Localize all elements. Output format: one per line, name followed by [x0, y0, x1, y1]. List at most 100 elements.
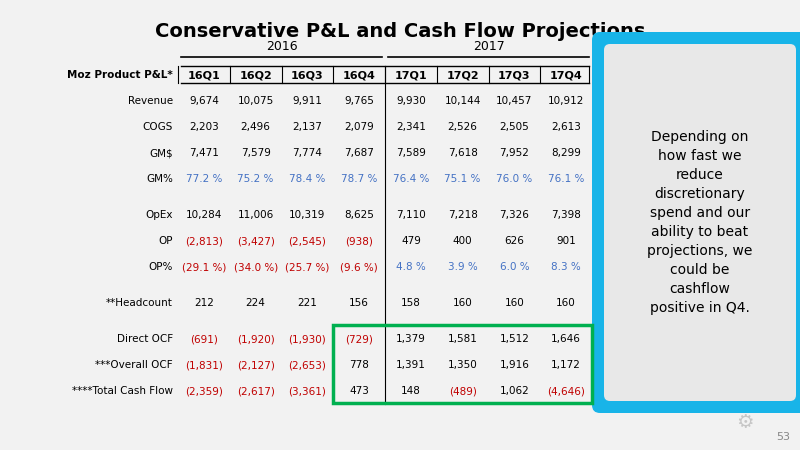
Text: 7,589: 7,589	[396, 148, 426, 158]
Text: OP%: OP%	[149, 262, 173, 272]
Text: (25.7 %): (25.7 %)	[285, 262, 330, 272]
Text: 158: 158	[401, 298, 421, 308]
Text: 2,203: 2,203	[189, 122, 218, 132]
Text: 626: 626	[505, 236, 524, 246]
Text: (2,359): (2,359)	[185, 386, 223, 396]
Text: 17Q2: 17Q2	[446, 70, 479, 80]
Text: 160: 160	[556, 298, 576, 308]
Text: 17Q4: 17Q4	[550, 70, 582, 80]
Text: (2,617): (2,617)	[237, 386, 274, 396]
Text: 7,774: 7,774	[293, 148, 322, 158]
Text: 2,496: 2,496	[241, 122, 270, 132]
Text: 2,526: 2,526	[448, 122, 478, 132]
Text: 9,765: 9,765	[344, 96, 374, 106]
Text: 1,172: 1,172	[551, 360, 581, 370]
Text: 7,110: 7,110	[396, 210, 426, 220]
Text: 1,512: 1,512	[499, 334, 530, 344]
Text: 7,218: 7,218	[448, 210, 478, 220]
Text: (2,813): (2,813)	[185, 236, 223, 246]
Text: 3.9 %: 3.9 %	[448, 262, 478, 272]
Text: Direct OCF: Direct OCF	[117, 334, 173, 344]
Text: 2,505: 2,505	[499, 122, 530, 132]
Text: Moz Product P&L*: Moz Product P&L*	[67, 70, 173, 80]
Text: 76.4 %: 76.4 %	[393, 174, 429, 184]
Text: (3,361): (3,361)	[289, 386, 326, 396]
Text: OpEx: OpEx	[146, 210, 173, 220]
Text: ****Total Cash Flow: ****Total Cash Flow	[72, 386, 173, 396]
Text: GM$: GM$	[150, 148, 173, 158]
Text: (29.1 %): (29.1 %)	[182, 262, 226, 272]
Text: 1,646: 1,646	[551, 334, 581, 344]
Text: 10,284: 10,284	[186, 210, 222, 220]
Text: (938): (938)	[345, 236, 373, 246]
Text: 2,137: 2,137	[293, 122, 322, 132]
Text: (2,545): (2,545)	[289, 236, 326, 246]
Text: 1,062: 1,062	[499, 386, 530, 396]
Text: 2,079: 2,079	[344, 122, 374, 132]
Bar	[334, 325, 592, 404]
Text: Depending on
how fast we
reduce
discretionary
spend and our
ability to beat
proj: Depending on how fast we reduce discreti…	[647, 130, 753, 315]
Text: 1,916: 1,916	[499, 360, 530, 370]
Text: 778: 778	[349, 360, 369, 370]
Text: (1,920): (1,920)	[237, 334, 274, 344]
Text: 221: 221	[298, 298, 318, 308]
Text: (489): (489)	[449, 386, 477, 396]
Text: 78.7 %: 78.7 %	[341, 174, 378, 184]
Text: **Headcount: **Headcount	[106, 298, 173, 308]
Text: 78.4 %: 78.4 %	[289, 174, 326, 184]
Text: 1,391: 1,391	[396, 360, 426, 370]
Text: 1,350: 1,350	[448, 360, 478, 370]
Text: 7,398: 7,398	[551, 210, 581, 220]
Text: 400: 400	[453, 236, 473, 246]
Text: 8,299: 8,299	[551, 148, 581, 158]
Text: Revenue: Revenue	[128, 96, 173, 106]
Text: 156: 156	[349, 298, 369, 308]
Text: 9,911: 9,911	[293, 96, 322, 106]
Text: (2,127): (2,127)	[237, 360, 274, 370]
Text: ***Overall OCF: ***Overall OCF	[95, 360, 173, 370]
Text: 76.0 %: 76.0 %	[496, 174, 533, 184]
Text: 7,618: 7,618	[448, 148, 478, 158]
Text: GM%: GM%	[146, 174, 173, 184]
Text: (9.6 %): (9.6 %)	[340, 262, 378, 272]
Text: 16Q3: 16Q3	[291, 70, 324, 80]
Text: 9,930: 9,930	[396, 96, 426, 106]
Text: 8.3 %: 8.3 %	[551, 262, 581, 272]
Text: 10,912: 10,912	[548, 96, 584, 106]
Text: 75.1 %: 75.1 %	[445, 174, 481, 184]
Text: 7,952: 7,952	[499, 148, 530, 158]
Text: 2017: 2017	[473, 40, 504, 53]
Text: 2,613: 2,613	[551, 122, 581, 132]
Text: 9,674: 9,674	[189, 96, 219, 106]
Text: 7,579: 7,579	[241, 148, 270, 158]
Text: 75.2 %: 75.2 %	[238, 174, 274, 184]
Text: 1,581: 1,581	[448, 334, 478, 344]
Text: 10,319: 10,319	[289, 210, 326, 220]
Text: 6.0 %: 6.0 %	[499, 262, 529, 272]
Text: (4,646): (4,646)	[547, 386, 585, 396]
FancyBboxPatch shape	[604, 44, 796, 401]
Text: 901: 901	[556, 236, 576, 246]
Text: 1,379: 1,379	[396, 334, 426, 344]
Text: 473: 473	[349, 386, 369, 396]
Text: 224: 224	[246, 298, 266, 308]
Text: 10,457: 10,457	[496, 96, 533, 106]
Text: (2,653): (2,653)	[289, 360, 326, 370]
Text: 2,341: 2,341	[396, 122, 426, 132]
Text: 160: 160	[453, 298, 473, 308]
Text: (1,930): (1,930)	[289, 334, 326, 344]
Text: 4.8 %: 4.8 %	[396, 262, 426, 272]
Text: 7,326: 7,326	[499, 210, 530, 220]
Text: (34.0 %): (34.0 %)	[234, 262, 278, 272]
Text: 2016: 2016	[266, 40, 298, 53]
Text: 17Q1: 17Q1	[394, 70, 427, 80]
Text: (1,831): (1,831)	[185, 360, 223, 370]
Text: ⚙: ⚙	[736, 413, 754, 432]
Text: (3,427): (3,427)	[237, 236, 274, 246]
Text: 10,144: 10,144	[445, 96, 481, 106]
Text: 10,075: 10,075	[238, 96, 274, 106]
Text: 76.1 %: 76.1 %	[548, 174, 584, 184]
Text: (729): (729)	[345, 334, 373, 344]
Text: (691): (691)	[190, 334, 218, 344]
Text: 7,471: 7,471	[189, 148, 219, 158]
